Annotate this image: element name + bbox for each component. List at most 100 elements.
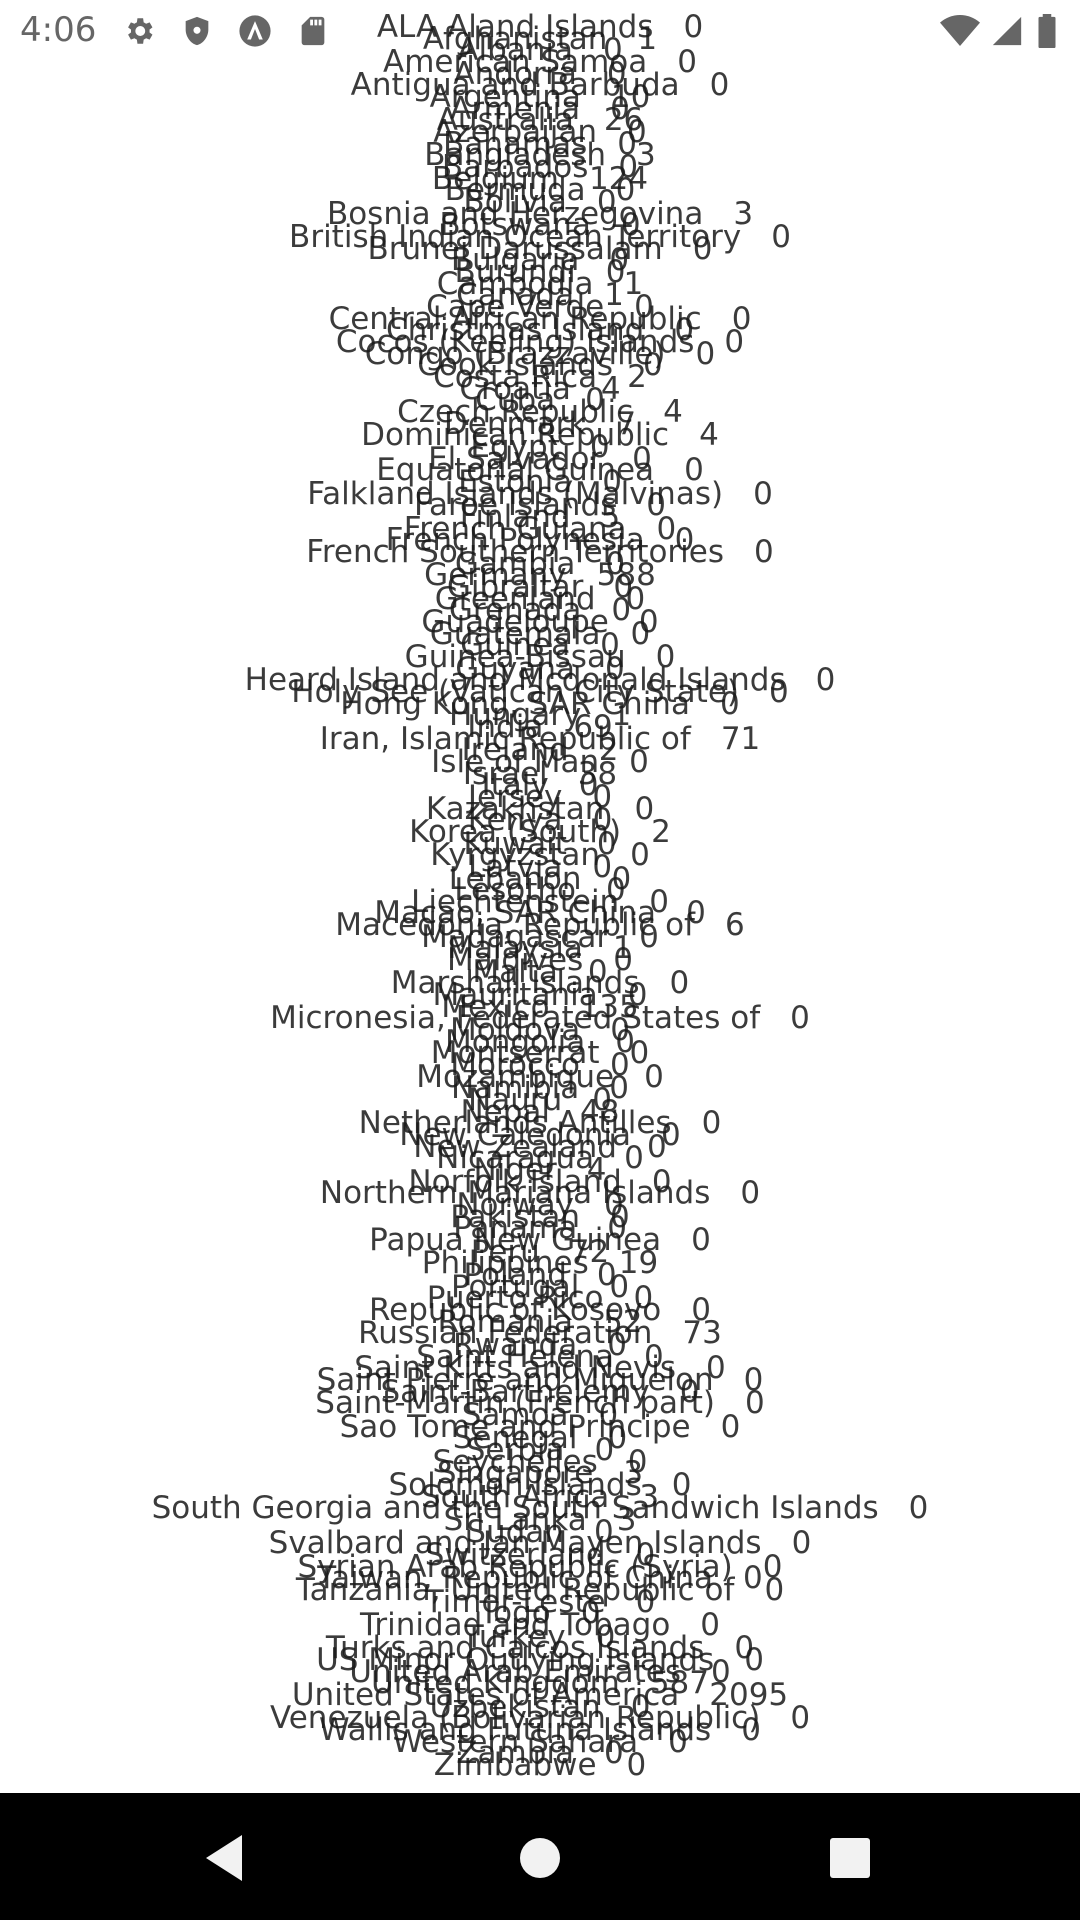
country-row[interactable]: Iran, Islamic Republic of 71 (320, 724, 761, 755)
country-row[interactable]: Hong Kong, SAR China 0 (340, 689, 739, 720)
country-row[interactable]: Cook Islands 0 (417, 350, 663, 381)
country-row[interactable]: Brunei Darussalam 0 (368, 234, 713, 265)
country-row[interactable]: Philippines 19 (422, 1248, 658, 1279)
country-row[interactable]: British Indian Ocean Territory 0 (289, 222, 791, 253)
country-row[interactable]: Niger 4 (473, 1155, 606, 1186)
country-row[interactable]: Samoa 0 (462, 1400, 619, 1431)
country-row[interactable]: Gambia 0 (455, 549, 625, 580)
country-row[interactable]: American Samoa 0 (383, 47, 697, 78)
country-row[interactable]: Antigua and Barbuda 0 (351, 70, 730, 101)
country-row[interactable]: Bermuda 0 (445, 175, 636, 206)
country-row[interactable]: New Zealand 0 (413, 1132, 666, 1163)
country-row[interactable]: Albania 0 (457, 35, 623, 66)
country-row[interactable]: Nauru 0 (468, 1085, 612, 1116)
country-row[interactable]: Armenia 0 (450, 94, 630, 125)
country-row[interactable]: Zambia 0 (456, 1738, 623, 1769)
country-row[interactable]: ALA Aland Islands 0 (377, 12, 703, 43)
country-row[interactable]: Kazakhstan 0 (426, 794, 654, 825)
back-icon[interactable] (190, 1823, 260, 1893)
country-row[interactable]: Egypt 0 (470, 432, 609, 463)
country-row[interactable]: Saint Kitts and Nevis 0 (354, 1353, 725, 1384)
country-row[interactable]: Turks and Caicos Islands 0 (326, 1633, 754, 1664)
country-row[interactable]: Kuwait 0 (463, 829, 616, 860)
country-row[interactable]: Macao, SAR China 0 (374, 898, 706, 929)
country-row[interactable]: Korea (South) 2 (409, 817, 671, 848)
country-row[interactable]: Rwanda 0 (453, 1330, 627, 1361)
country-row[interactable]: Falkland Islands (Malvinas) 0 (307, 479, 773, 510)
country-row[interactable]: Nepal 48 (460, 1097, 619, 1128)
country-row[interactable]: Zimbabwe 0 (434, 1750, 647, 1781)
country-row[interactable]: Lesotho 0 (454, 875, 625, 906)
country-row[interactable]: Liechtenstein 0 (411, 887, 669, 918)
country-row[interactable]: Northern Mariana Islands 0 (320, 1178, 760, 1209)
country-row[interactable]: Heard Island and Mcdonald Islands 0 (245, 665, 836, 696)
country-row[interactable]: Tanzania, United Republic of 0 (296, 1575, 784, 1606)
country-row[interactable]: Costa Rica 2 (433, 362, 647, 393)
country-row[interactable]: United Kingdom 587 (371, 1668, 709, 1699)
country-row[interactable]: India 69 (467, 712, 613, 743)
country-row[interactable]: Isle of Man 0 (431, 747, 649, 778)
country-row[interactable]: Venezuela (Bolivarian Republic) 0 (270, 1703, 810, 1734)
country-row[interactable]: French Guiana 0 (404, 514, 677, 545)
country-row[interactable]: Pakistan 0 (450, 1202, 630, 1233)
country-row[interactable]: Togo 0 (479, 1598, 600, 1629)
country-row[interactable]: Christmas Island 0 (386, 315, 694, 346)
country-row[interactable]: Guadeloupe 0 (421, 607, 658, 638)
country-row[interactable]: Morocco 0 (450, 1050, 630, 1081)
country-row[interactable]: Lebanon 0 (449, 864, 631, 895)
country-row[interactable]: Madagascar 0 (421, 922, 659, 953)
country-row[interactable]: Western Sahara 0 (392, 1727, 688, 1758)
country-row[interactable]: Cocos (Keeling) Islands 0 (336, 327, 744, 358)
country-row[interactable]: Serbia 0 (466, 1435, 615, 1466)
country-row[interactable]: Malta 0 (472, 957, 607, 988)
country-row[interactable]: Equatorial Guinea 0 (376, 455, 704, 486)
country-row[interactable]: Central African Republic 0 (329, 304, 752, 335)
country-row[interactable]: United Arab Emirates 0 (349, 1657, 730, 1688)
country-row[interactable]: Saint-Martin (French part) 0 (315, 1388, 764, 1419)
home-icon[interactable] (505, 1823, 575, 1893)
country-row[interactable]: Belgium 124 (432, 164, 648, 195)
country-row[interactable]: Czech Republic 4 (397, 397, 683, 428)
country-row[interactable]: Senegal 0 (453, 1423, 628, 1454)
country-row[interactable]: Azerbaijan 0 (433, 117, 647, 148)
country-row[interactable]: Peru 72 (471, 1237, 610, 1268)
country-row[interactable]: Uzbekistan 0 (430, 1692, 651, 1723)
country-row[interactable]: Wallis and Futuna Islands 0 (319, 1715, 761, 1746)
country-row[interactable]: Andorra 0 (453, 59, 626, 90)
country-row[interactable]: Sudan 0 (466, 1517, 613, 1548)
country-row[interactable]: Sao Tome and Principe 0 (340, 1412, 741, 1443)
country-row[interactable]: Botswana 0 (439, 210, 640, 241)
country-row[interactable]: Saint Helena 0 (416, 1342, 663, 1373)
country-row[interactable]: Grenada 0 (449, 595, 631, 626)
country-row[interactable]: Namibia 0 (451, 1073, 629, 1104)
country-row[interactable]: Mozambique 0 (416, 1062, 664, 1093)
country-row[interactable]: New Caledonia 0 (399, 1120, 680, 1151)
country-row[interactable]: Poland 0 (463, 1260, 616, 1291)
country-row[interactable]: Norway 0 (456, 1190, 623, 1221)
country-row[interactable]: Ireland 2 (462, 735, 619, 766)
country-row[interactable]: Guinea 0 (460, 630, 620, 661)
country-row[interactable]: South Africa 3 (421, 1482, 659, 1513)
country-row[interactable]: Cape Verde 0 (426, 292, 654, 323)
country-row[interactable]: Singapore 3 (437, 1458, 643, 1489)
country-list[interactable]: ALA Aland Islands 0 Afghanistan 1 Albania 0 Am… (0, 0, 1080, 1793)
country-row[interactable]: Montserrat 0 (431, 1038, 650, 1069)
country-row[interactable]: Kyrgyzstan 0 (430, 840, 650, 871)
country-row[interactable]: Panama 0 (453, 1213, 627, 1244)
country-row[interactable]: Portugal 0 (451, 1272, 629, 1303)
country-row[interactable]: Nicaragua 0 (436, 1143, 644, 1174)
country-row[interactable]: Argentina 10 (430, 82, 651, 113)
country-row[interactable]: South Georgia and the South Sandwich Isl… (152, 1493, 929, 1524)
country-row[interactable]: Sri Lanka 3 (444, 1505, 637, 1536)
country-row[interactable]: Bangladesh 3 (424, 140, 655, 171)
country-row[interactable]: Israel 38 (463, 759, 617, 790)
country-row[interactable]: Italy 0 (482, 770, 599, 801)
country-row[interactable]: Guatemala 0 (430, 619, 650, 650)
country-row[interactable]: Bahamas 0 (443, 129, 637, 160)
country-row[interactable]: Cambodia 1 (437, 269, 644, 300)
country-row[interactable]: Svalbard and Jan Mayen Islands 0 (269, 1528, 812, 1559)
country-row[interactable]: Switzerland 0 (425, 1540, 656, 1571)
country-row[interactable]: Turkey 0 (465, 1622, 616, 1653)
country-row[interactable]: Maldives 0 (447, 945, 633, 976)
country-row[interactable]: Taiwan, Republic of China 0 (317, 1563, 762, 1594)
